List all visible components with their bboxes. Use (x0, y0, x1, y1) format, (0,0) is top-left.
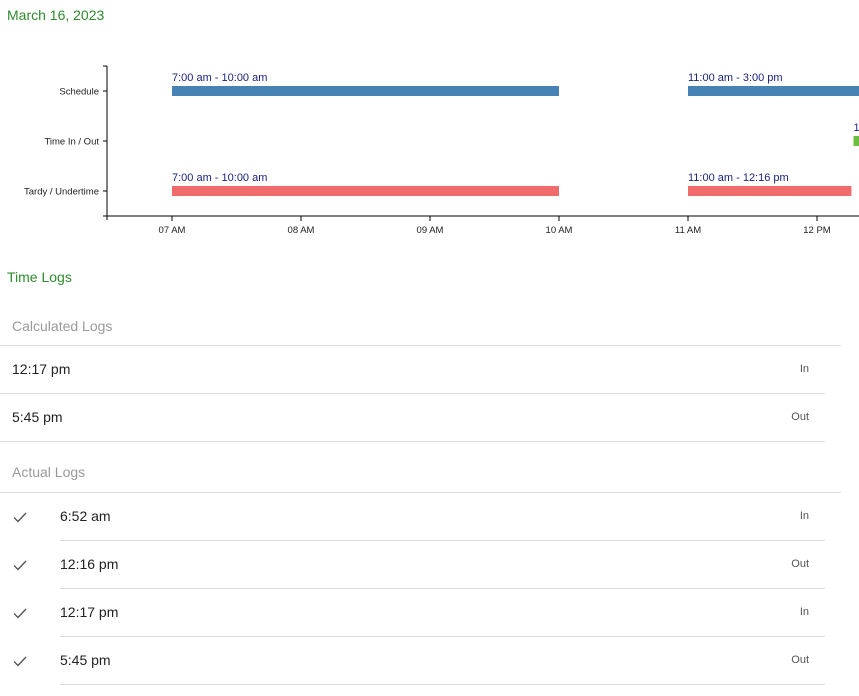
x-tick-label: 10 AM (546, 225, 573, 236)
time-logs-title: Time Logs (7, 269, 72, 285)
y-tick-label: Time In / Out (44, 137, 99, 148)
x-tick-label: 09 AM (417, 225, 444, 236)
log-time: 12:16 pm (60, 556, 119, 572)
date-heading: March 16, 2023 (7, 7, 105, 23)
log-type: Out (791, 558, 809, 570)
x-tick-label: 11 AM (675, 225, 701, 236)
log-type: In (799, 606, 809, 618)
x-tick-label: 07 AM (159, 225, 186, 236)
bar-label: 1 (854, 122, 859, 134)
log-type: In (799, 510, 809, 522)
actual-logs-header: Actual Logs (12, 464, 86, 480)
actual-log-row: 5:45 pm Out (0, 637, 825, 685)
y-tick-label: Schedule (59, 87, 99, 98)
x-tick-label: 08 AM (288, 225, 315, 236)
actual-logs-divider (0, 492, 841, 493)
calculated-logs-header: Calculated Logs (12, 318, 113, 334)
timeline-bar (853, 136, 859, 146)
x-tick-label: 12 PM (803, 225, 831, 236)
log-time: 12:17 pm (60, 604, 119, 620)
log-time: 5:45 pm (12, 409, 63, 425)
calculated-log-row: 5:45 pm Out (0, 394, 825, 442)
actual-log-row: 12:17 pm In (0, 589, 825, 637)
bar-label: 11:00 am - 3:00 pm (688, 72, 783, 84)
row-divider (60, 588, 825, 589)
bar-label: 7:00 am - 10:00 am (172, 172, 267, 184)
timeline-bar (688, 186, 852, 196)
row-divider (60, 540, 825, 541)
timeline-bar (688, 86, 859, 96)
log-type: In (799, 363, 809, 375)
bar-label: 11:00 am - 12:16 pm (688, 172, 789, 184)
log-time: 5:45 pm (60, 652, 111, 668)
row-divider (60, 636, 825, 637)
timeline-bar (172, 186, 559, 196)
log-time: 6:52 am (60, 508, 111, 524)
log-type: Out (791, 654, 809, 666)
log-type: Out (791, 411, 809, 423)
y-tick-label: Tardy / Undertime (24, 187, 99, 198)
check-icon (13, 512, 27, 523)
calculated-log-row: 12:17 pm In (0, 346, 825, 394)
actual-log-row: 12:16 pm Out (0, 541, 825, 589)
timeline-bar (172, 86, 559, 96)
check-icon (13, 656, 27, 667)
bar-label: 7:00 am - 10:00 am (172, 72, 267, 84)
check-icon (13, 608, 27, 619)
actual-log-row: 6:52 am In (0, 493, 825, 541)
attendance-timeline-chart: Schedule Time In / Out Tardy / Undertime 07… (24, 65, 859, 236)
row-divider (60, 684, 825, 685)
log-time: 12:17 pm (12, 361, 71, 377)
calculated-logs-divider (0, 345, 841, 346)
check-icon (13, 560, 27, 571)
